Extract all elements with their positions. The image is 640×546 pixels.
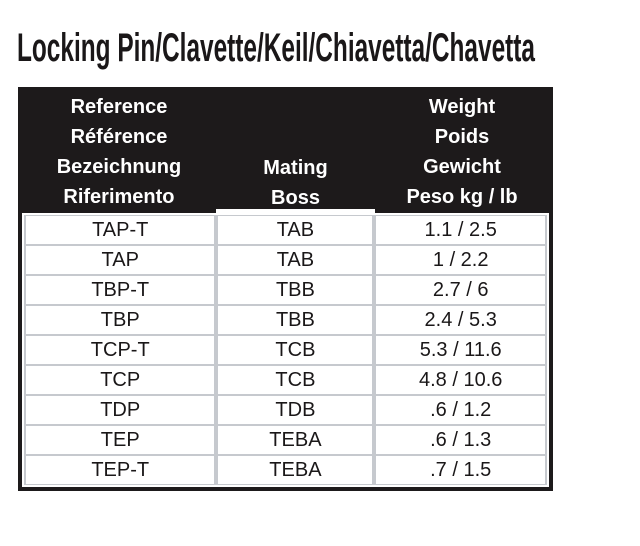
header-line-weight-fr: Poids	[434, 126, 490, 148]
header-cell-mating-boss: Mating Boss	[216, 92, 375, 213]
cell-mating-boss: TBB	[216, 275, 375, 305]
header-line-weight-units: Peso kg / lb	[406, 186, 518, 208]
cell-mating-boss: TAB	[216, 215, 375, 245]
cell-weight: 5.3 / 11.6	[374, 335, 547, 365]
locking-pin-table: Reference Référence Bezeichnung Riferime…	[18, 87, 553, 491]
cell-weight: 1.1 / 2.5	[374, 215, 547, 245]
table-row: TBP TBB 2.4 / 5.3	[24, 305, 547, 335]
header-line-reference-de: Bezeichnung	[56, 156, 182, 178]
table-body: TAP-T TAB 1.1 / 2.5 TAP TAB 1 / 2.2 TBP-…	[24, 215, 547, 485]
cell-reference: TCP-T	[24, 335, 217, 365]
header-line-reference-it: Riferimento	[63, 186, 175, 208]
header-line-reference: Reference	[70, 96, 168, 118]
cell-reference: TEP-T	[24, 455, 217, 485]
header-notch	[215, 209, 376, 213]
cell-reference: TDP	[24, 395, 217, 425]
cell-weight: 2.7 / 6	[374, 275, 547, 305]
table-body-wrap: TAP-T TAB 1.1 / 2.5 TAP TAB 1 / 2.2 TBP-…	[22, 213, 549, 487]
cell-reference: TBP-T	[24, 275, 217, 305]
cell-weight: 4.8 / 10.6	[374, 365, 547, 395]
header-line-weight-de: Gewicht	[423, 156, 501, 178]
table-row: TDP TDB .6 / 1.2	[24, 395, 547, 425]
cell-weight: 1 / 2.2	[374, 245, 547, 275]
cell-weight: .6 / 1.2	[374, 395, 547, 425]
cell-mating-boss: TEBA	[216, 425, 375, 455]
cell-reference: TAP	[24, 245, 217, 275]
table-row: TEP-T TEBA .7 / 1.5	[24, 455, 547, 485]
cell-reference: TEP	[24, 425, 217, 455]
cell-weight: 2.4 / 5.3	[374, 305, 547, 335]
cell-mating-boss: TBB	[216, 305, 375, 335]
table-row: TCP TCB 4.8 / 10.6	[24, 365, 547, 395]
header-line-boss: Boss	[271, 187, 320, 209]
table-row: TAP TAB 1 / 2.2	[24, 245, 547, 275]
cell-reference: TBP	[24, 305, 217, 335]
table-row: TAP-T TAB 1.1 / 2.5	[24, 215, 547, 245]
cell-reference: TCP	[24, 365, 217, 395]
header-line-reference-fr: Référence	[70, 126, 168, 148]
cell-weight: .7 / 1.5	[374, 455, 547, 485]
table-row: TBP-T TBB 2.7 / 6	[24, 275, 547, 305]
page-title: Locking Pin/Clavette/Keil/Chiavetta/Chav…	[17, 26, 535, 70]
header-line-weight: Weight	[428, 96, 496, 118]
cell-weight: .6 / 1.3	[374, 425, 547, 455]
cell-mating-boss: TEBA	[216, 455, 375, 485]
table-row: TCP-T TCB 5.3 / 11.6	[24, 335, 547, 365]
header-cell-weight: Weight Poids Gewicht Peso kg / lb	[375, 92, 549, 213]
cell-mating-boss: TDB	[216, 395, 375, 425]
cell-mating-boss: TCB	[216, 365, 375, 395]
cell-mating-boss: TCB	[216, 335, 375, 365]
header-line-mating: Mating	[263, 157, 328, 179]
table-header: Reference Référence Bezeichnung Riferime…	[22, 91, 549, 213]
header-cell-reference: Reference Référence Bezeichnung Riferime…	[22, 92, 216, 213]
table-row: TEP TEBA .6 / 1.3	[24, 425, 547, 455]
cell-reference: TAP-T	[24, 215, 217, 245]
cell-mating-boss: TAB	[216, 245, 375, 275]
